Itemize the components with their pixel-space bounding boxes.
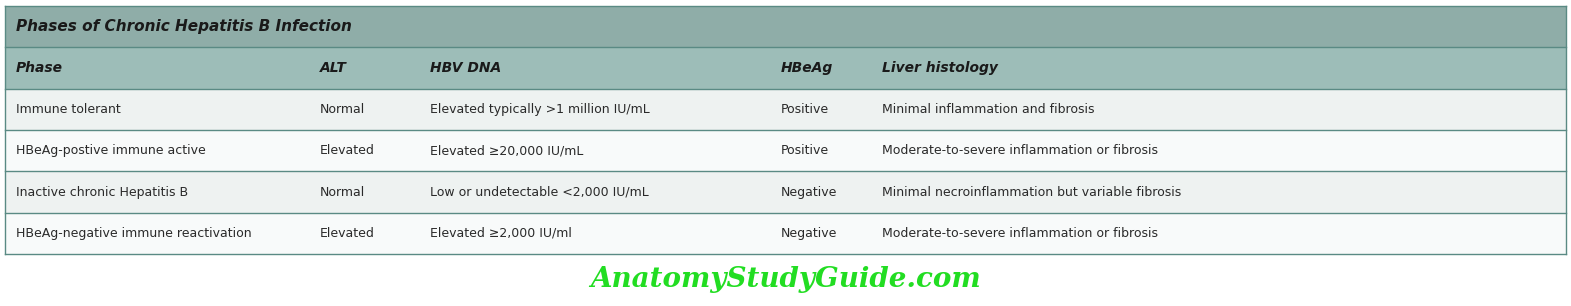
Text: Positive: Positive [781, 144, 829, 157]
Bar [5, 89, 1566, 130]
Text: Elevated typically >1 million IU/mL: Elevated typically >1 million IU/mL [429, 103, 649, 116]
Text: Negative: Negative [781, 227, 837, 240]
Text: Normal: Normal [320, 185, 366, 199]
Text: Inactive chronic Hepatitis B: Inactive chronic Hepatitis B [16, 185, 189, 199]
Text: ALT: ALT [320, 61, 347, 75]
Text: Negative: Negative [781, 185, 837, 199]
Text: Elevated ≥20,000 IU/mL: Elevated ≥20,000 IU/mL [429, 144, 583, 157]
Bar [5, 171, 1566, 213]
Text: HBeAg-postive immune active: HBeAg-postive immune active [16, 144, 206, 157]
Bar [5, 47, 1566, 89]
Bar [5, 6, 1566, 47]
Text: Elevated ≥2,000 IU/ml: Elevated ≥2,000 IU/ml [429, 227, 572, 240]
Bar [5, 213, 1566, 254]
Text: Liver histology: Liver histology [883, 61, 998, 75]
Text: Positive: Positive [781, 103, 829, 116]
Text: Elevated: Elevated [320, 227, 375, 240]
Text: HBV DNA: HBV DNA [429, 61, 501, 75]
Text: Phase: Phase [16, 61, 63, 75]
Text: Minimal necroinflammation but variable fibrosis: Minimal necroinflammation but variable f… [883, 185, 1181, 199]
Text: Phases of Chronic Hepatitis B Infection: Phases of Chronic Hepatitis B Infection [16, 19, 352, 34]
Text: AnatomyStudyGuide.com: AnatomyStudyGuide.com [591, 267, 980, 293]
Text: HBeAg: HBeAg [781, 61, 833, 75]
Text: Elevated: Elevated [320, 144, 375, 157]
Text: Immune tolerant: Immune tolerant [16, 103, 121, 116]
Text: Normal: Normal [320, 103, 366, 116]
Text: Minimal inflammation and fibrosis: Minimal inflammation and fibrosis [883, 103, 1095, 116]
Bar [5, 130, 1566, 171]
Text: Moderate-to-severe inflammation or fibrosis: Moderate-to-severe inflammation or fibro… [883, 227, 1158, 240]
Text: Low or undetectable <2,000 IU/mL: Low or undetectable <2,000 IU/mL [429, 185, 649, 199]
Text: HBeAg-negative immune reactivation: HBeAg-negative immune reactivation [16, 227, 251, 240]
Text: Moderate-to-severe inflammation or fibrosis: Moderate-to-severe inflammation or fibro… [883, 144, 1158, 157]
